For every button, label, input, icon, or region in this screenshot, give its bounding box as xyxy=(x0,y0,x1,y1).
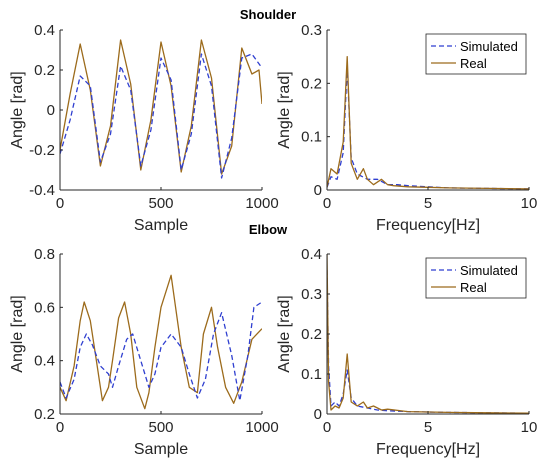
x-tick-label: 5 xyxy=(424,195,432,212)
x-tick-label: 0 xyxy=(323,195,331,212)
y-tick-label: -0.2 xyxy=(29,142,55,159)
series-line-simulated xyxy=(60,301,262,402)
x-tick-label: 500 xyxy=(148,195,173,212)
series-line-simulated xyxy=(327,66,529,190)
legend-label: Simulated xyxy=(460,39,518,54)
elbow-title: Elbow xyxy=(249,222,288,237)
y-axis-label: Angle [rad] xyxy=(9,71,26,148)
shoulder-frequency-panel: 0 5 10 0 0.1 0.2 0.3 Frequency[Hz] Angle [rad] Si… xyxy=(276,22,537,234)
y-tick-label: 0.3 xyxy=(301,286,322,303)
y-tick-label: 0.2 xyxy=(301,75,322,92)
y-tick-label: 0.4 xyxy=(301,246,322,263)
x-tick-label: 500 xyxy=(148,419,173,436)
x-tick-label: 0 xyxy=(56,419,64,436)
y-axis-label: Angle [rad] xyxy=(276,295,293,372)
legend-label: Simulated xyxy=(460,263,518,278)
x-axis-label: Sample xyxy=(134,441,188,458)
shoulder-title: Shoulder xyxy=(240,7,296,22)
y-tick-label: 0.1 xyxy=(301,129,322,146)
y-tick-label: 0.6 xyxy=(34,299,55,316)
series-line-real xyxy=(60,274,262,410)
y-tick-label: 0 xyxy=(314,182,322,199)
legend-box xyxy=(425,257,527,299)
x-axis-label: Frequency[Hz] xyxy=(376,441,480,458)
y-tick-label: 0.2 xyxy=(301,326,322,343)
legend-label: Real xyxy=(460,280,487,295)
y-tick-label: 0 xyxy=(47,102,55,119)
x-axis-label: Frequency[Hz] xyxy=(376,217,480,234)
x-tick-label: 10 xyxy=(521,419,538,436)
y-tick-label: 0.1 xyxy=(301,366,322,383)
x-axis-label: Sample xyxy=(134,217,188,234)
x-tick-label: 1000 xyxy=(245,195,278,212)
x-tick-label: 0 xyxy=(56,195,64,212)
legend-label: Real xyxy=(460,56,487,71)
elbow-frequency-panel: 0 5 10 0 0.1 0.2 0.3 0.4 Frequency[Hz] Angle [rad… xyxy=(276,246,537,458)
x-tick-label: 5 xyxy=(424,419,432,436)
y-tick-label: 0.2 xyxy=(34,406,55,423)
x-tick-label: 10 xyxy=(521,195,538,212)
shoulder-time-panel: 0 500 1000 -0.4 -0.2 0 0.2 0.4 Sample Angle [rad] xyxy=(9,22,279,234)
y-tick-label: 0.8 xyxy=(34,246,55,263)
y-tick-label: 0.2 xyxy=(34,62,55,79)
x-tick-label: 1000 xyxy=(245,419,278,436)
y-tick-label: 0.3 xyxy=(301,22,322,39)
series-line-real xyxy=(327,56,529,190)
elbow-time-panel: 0 500 1000 0.2 0.4 0.6 0.8 Sample Angle [rad] xyxy=(9,246,279,458)
y-axis-label: Angle [rad] xyxy=(276,71,293,148)
y-tick-label: -0.4 xyxy=(29,182,55,199)
y-tick-label: 0.4 xyxy=(34,22,55,39)
series-line-simulated xyxy=(60,53,262,179)
y-tick-label: 0 xyxy=(314,406,322,423)
x-tick-label: 0 xyxy=(323,419,331,436)
y-axis-label: Angle [rad] xyxy=(9,295,26,372)
y-tick-label: 0.4 xyxy=(34,353,55,370)
legend-box xyxy=(425,33,527,75)
